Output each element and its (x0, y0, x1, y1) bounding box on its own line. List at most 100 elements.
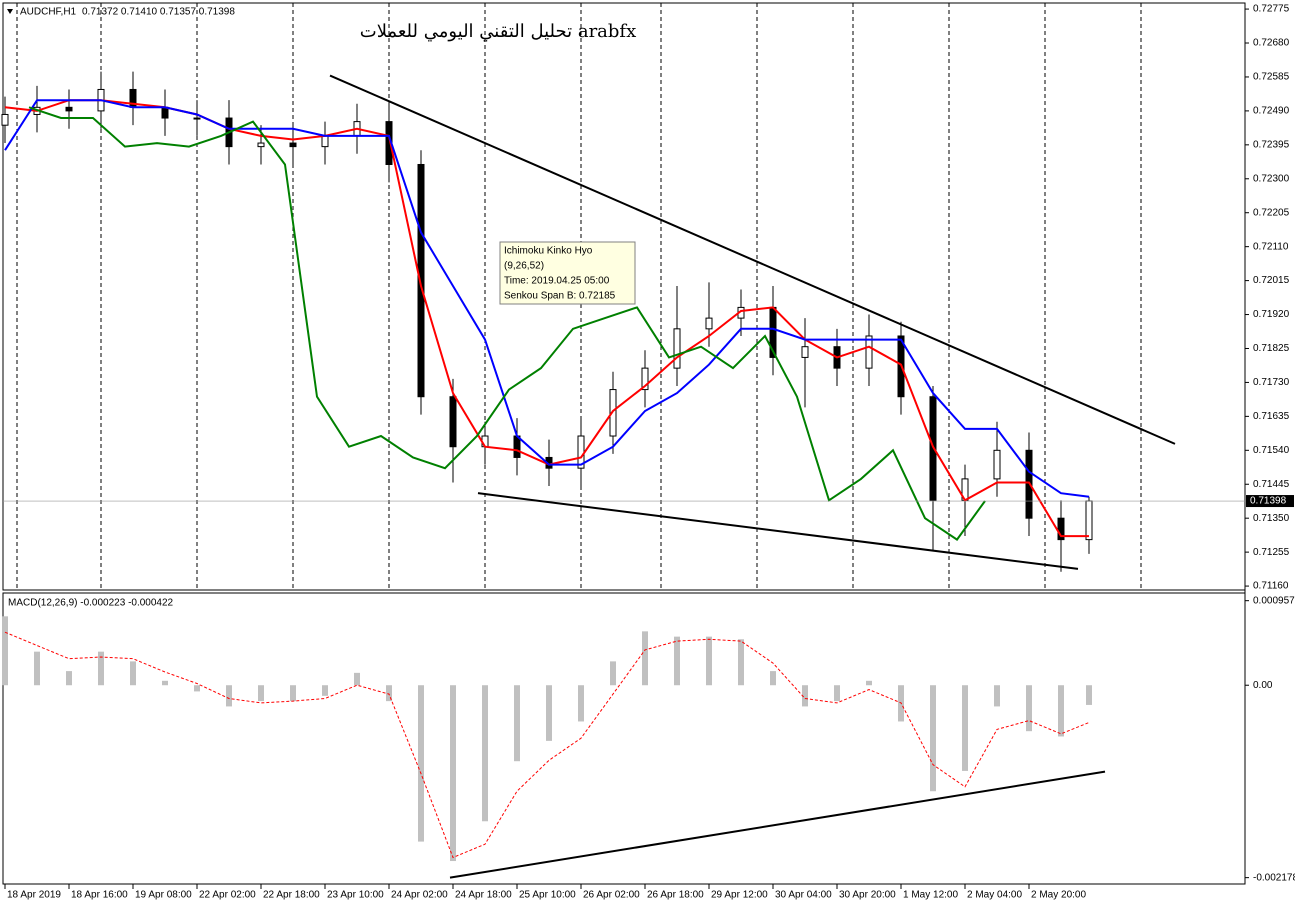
tooltip-line: Senkou Span B: 0.72185 (504, 291, 616, 302)
y-tick-label: 0.71635 (1253, 411, 1290, 422)
candle-body (65, 106, 73, 112)
x-tick-label: 22 Apr 02:00 (199, 890, 256, 901)
tooltip: Ichimoku Kinko Hyo (9,26,52) Time: 2019.… (499, 241, 636, 305)
macd-bar (930, 685, 936, 792)
x-tick-label: 24 Apr 18:00 (455, 890, 512, 901)
x-tick-label: 26 Apr 02:00 (583, 890, 640, 901)
tooltip-line: Ichimoku Kinko Hyo (504, 246, 593, 257)
macd-bar (258, 685, 264, 702)
macd-title: MACD(12,26,9) -0.000223 -0.000422 (8, 598, 174, 609)
y-tick-label: 0.72585 (1253, 72, 1290, 83)
candle-body (641, 367, 649, 391)
macd-bar (738, 639, 744, 686)
candle-body (289, 142, 297, 148)
macd-bar (2, 616, 8, 686)
x-tick-label: 18 Apr 16:00 (71, 890, 128, 901)
macd-bar (450, 685, 456, 862)
candle-body (1085, 500, 1093, 541)
macd-bar (706, 636, 712, 686)
macd-bar (290, 685, 296, 702)
y-tick-label: 0.72015 (1253, 275, 1290, 286)
macd-bar (514, 685, 520, 762)
last-price-label: 0.71398 (1250, 496, 1287, 507)
macd-bar (162, 680, 168, 686)
y-tick-label: 0.72300 (1253, 173, 1290, 184)
y-tick-label: 0.71730 (1253, 377, 1290, 388)
x-tick-label: 1 May 12:00 (903, 890, 958, 901)
candle-body (513, 435, 521, 458)
candle-body (257, 142, 265, 148)
macd-bar (354, 672, 360, 686)
macd-bar (130, 661, 136, 686)
candle-body (705, 317, 713, 330)
macd-bar (674, 636, 680, 686)
candle-body (609, 389, 617, 437)
last-price-box (1246, 495, 1294, 508)
candle-body (193, 117, 201, 120)
macd-bar (482, 685, 488, 822)
indicator-line (28, 106, 986, 541)
candle-body (801, 346, 809, 358)
macd-bar (66, 671, 72, 686)
y-tick-label: 0.72110 (1253, 241, 1289, 252)
candle-body (673, 328, 681, 369)
symbol-title: AUDCHF,H1 (20, 7, 77, 18)
macd-bar (386, 685, 392, 702)
macd-bar (994, 685, 1000, 707)
y-tick-label: 0.000957 (1253, 595, 1295, 606)
macd-bar (546, 685, 552, 741)
macd-bar (98, 651, 104, 686)
x-tick-label: 30 Apr 20:00 (839, 890, 896, 901)
x-tick-label: 18 Apr 2019 (7, 890, 61, 901)
trendline (449, 770, 1106, 879)
macd-bar (226, 685, 232, 707)
price-pane (1, 3, 1249, 590)
candle-body (993, 449, 1001, 480)
macd-bar (610, 661, 616, 686)
y-tick-label: 0.72490 (1253, 106, 1290, 117)
x-tick-label: 2 May 20:00 (1031, 890, 1086, 901)
y-tick-label: 0.71445 (1253, 479, 1290, 490)
indicator-line (4, 99, 1090, 498)
trendline (477, 492, 1079, 570)
macd-bar (1086, 685, 1092, 705)
candle-body (417, 163, 425, 398)
candle-body (161, 106, 169, 119)
macd-pane (2, 600, 1249, 879)
menu-icon[interactable] (7, 9, 13, 14)
macd-bar (802, 685, 808, 707)
candle-body (1057, 517, 1065, 541)
y-tick-label: 0.72775 (1253, 4, 1290, 15)
y-tick-label: 0.00 (1253, 680, 1273, 691)
y-tick-label: 0.72680 (1253, 38, 1290, 49)
annotation: تحليل التقني اليومي للعملات arabfx (360, 21, 636, 42)
tooltip-line: Time: 2019.04.25 05:00 (504, 276, 610, 287)
x-tick-label: 22 Apr 18:00 (263, 890, 320, 901)
signal-line (4, 631, 1090, 859)
macd-bar (642, 631, 648, 686)
trendline (329, 74, 1176, 445)
candle-body (321, 135, 329, 148)
macd-bar (194, 685, 200, 692)
y-tick-label: -0.002178 (1253, 872, 1295, 883)
x-tick-label: 25 Apr 10:00 (519, 890, 576, 901)
y-tick-label: 0.72395 (1253, 139, 1290, 150)
y-tick-label: 0.71920 (1253, 309, 1290, 320)
candle-body (865, 335, 873, 369)
y-tick-label: 0.71255 (1253, 547, 1290, 558)
candle-body (1, 113, 9, 126)
macd-bar (418, 685, 424, 842)
x-tick-label: 2 May 04:00 (967, 890, 1022, 901)
y-tick-label: 0.71540 (1253, 445, 1290, 456)
x-tick-label: 29 Apr 12:00 (711, 890, 768, 901)
tooltip-line: (9,26,52) (504, 261, 544, 272)
quote: 0.71372 0.71410 0.71357 0.71398 (82, 7, 235, 18)
x-tick-label: 24 Apr 02:00 (391, 890, 448, 901)
tooltip-box (499, 241, 636, 305)
macd-bar (34, 651, 40, 686)
macd-bar (770, 671, 776, 686)
y-tick-label: 0.72205 (1253, 207, 1290, 218)
macd-bar (578, 685, 584, 722)
